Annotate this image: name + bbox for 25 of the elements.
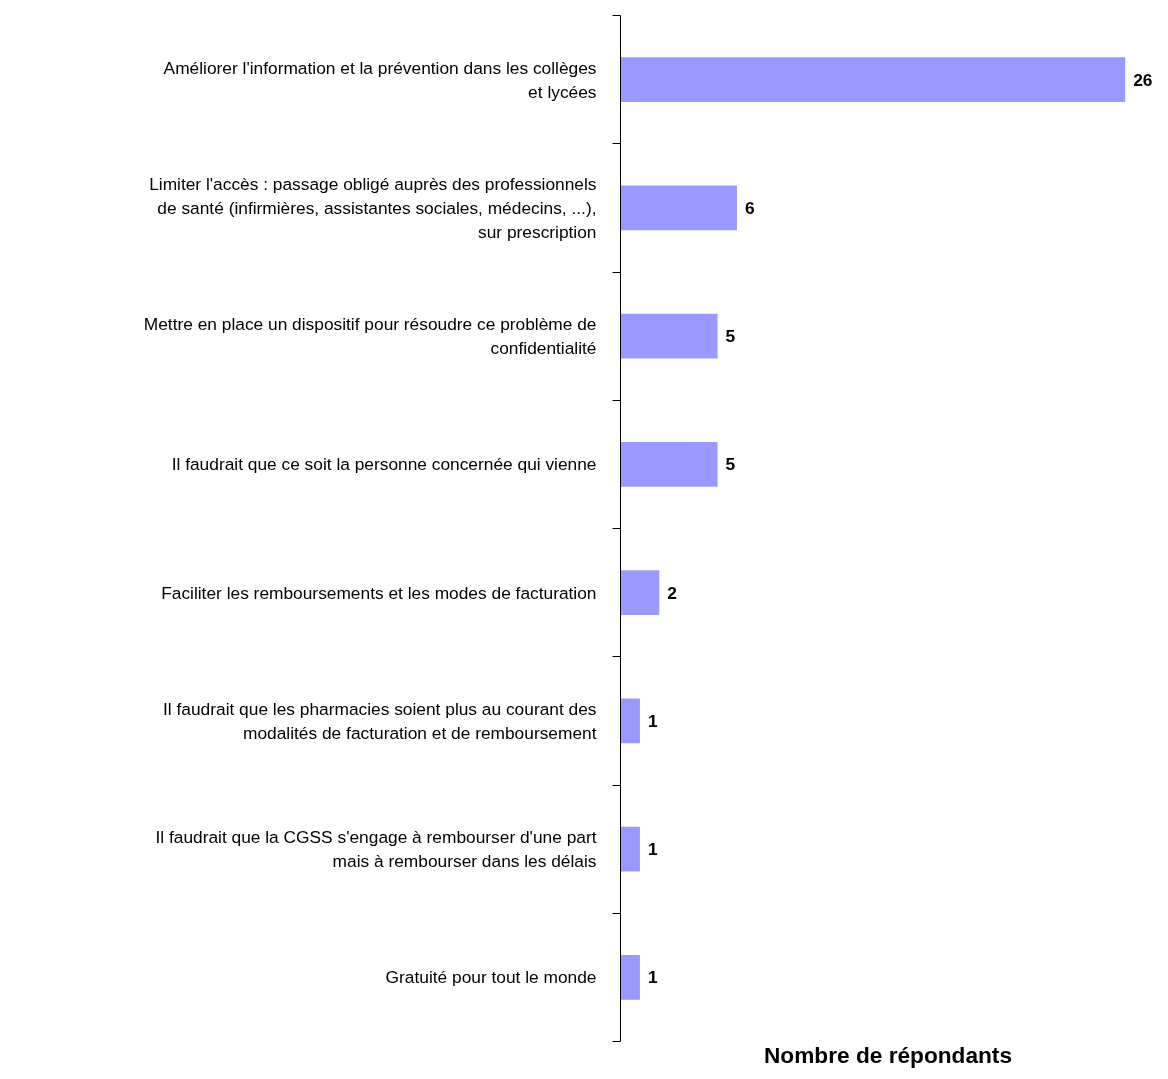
- data-label: 1: [647, 710, 658, 731]
- x-axis-title: Nombre de répondants: [764, 1041, 1012, 1068]
- data-label: 2: [667, 582, 677, 603]
- bar: [620, 698, 640, 744]
- y-tick-label: Il faudrait que ce soit la personne concernée qui vienne: [171, 454, 597, 475]
- bar: [620, 954, 640, 1000]
- y-tick-label: Mettre en place un dispositif pour résoudre ce problème de confidentialité: [143, 314, 597, 359]
- y-tick-label: Améliorer l'information et la prévention dans les collèges et lycées: [163, 57, 597, 102]
- data-label: 1: [647, 967, 658, 988]
- y-tick-label: Il faudrait que la CGSS s'engage à rembourser d'une part mais à rembourser dans les délais: [155, 827, 597, 872]
- bar: [620, 826, 640, 872]
- bar: [620, 57, 1126, 103]
- y-tick-label: Il faudrait que les pharmacies soient plus au courant des modalités de facturation et de remboursement: [163, 698, 597, 743]
- data-label: 6: [744, 197, 755, 218]
- data-label: 5: [725, 454, 736, 475]
- bar: [620, 570, 660, 616]
- data-label: 1: [647, 839, 658, 860]
- y-tick-label: Limiter l'accès : passage obligé auprès des professionnels de santé (infirmières, assistantes sociales, médecins, ...), sur prescription: [149, 173, 597, 242]
- bar: [620, 441, 718, 487]
- bar: [620, 185, 737, 231]
- data-label: 5: [725, 326, 736, 347]
- y-tick-label: Gratuité pour tout le monde: [385, 967, 597, 988]
- y-tick-label: Faciliter les remboursements et les modes de facturation: [161, 582, 597, 603]
- data-label: 26: [1133, 69, 1153, 90]
- bar: [620, 313, 718, 359]
